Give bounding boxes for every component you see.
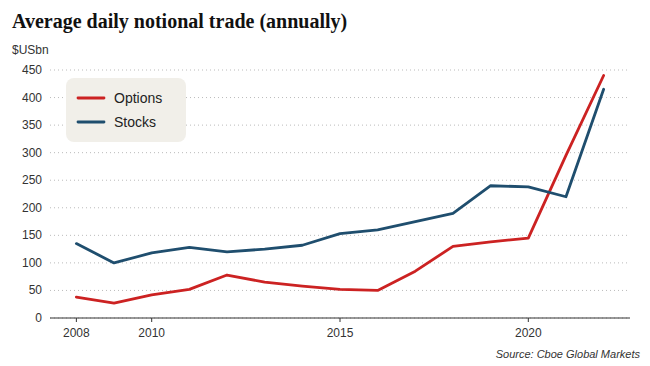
- grid-line: [50, 180, 630, 181]
- x-tick: [528, 318, 529, 322]
- y-tick-label: 50: [29, 283, 43, 297]
- y-tick-label: 450: [22, 63, 42, 77]
- grid-line: [50, 70, 630, 71]
- legend-box: [66, 78, 186, 142]
- x-tick: [151, 318, 152, 322]
- legend-swatch: [78, 121, 104, 124]
- x-tick-label: 2020: [515, 326, 542, 340]
- x-tick-label: 2015: [327, 326, 354, 340]
- grid: [50, 70, 630, 318]
- x-tick-label: 2010: [138, 326, 165, 340]
- chart: Average daily notional trade (annually) $…: [0, 0, 650, 366]
- legend-swatch: [78, 97, 104, 100]
- y-tick-label: 400: [22, 91, 42, 105]
- y-tick-label: 250: [22, 173, 42, 187]
- y-tick-label: 350: [22, 118, 42, 132]
- line-series: [76, 89, 603, 263]
- legend-label: Stocks: [114, 114, 156, 130]
- y-tick-label: 200: [22, 201, 42, 215]
- grid-line: [50, 152, 630, 153]
- grid-line: [50, 262, 630, 263]
- title: Average daily notional trade (annually): [12, 10, 347, 33]
- legend-label: Options: [114, 90, 162, 106]
- y-tick-label: 100: [22, 256, 42, 270]
- x-tick-label: 2008: [63, 326, 90, 340]
- y-axis-label: $USbn: [12, 43, 49, 57]
- x-tick: [340, 318, 341, 322]
- y-tick-label: 0: [35, 311, 42, 325]
- legend: Options Stocks: [66, 78, 186, 142]
- annotation: Source: Cboe Global Markets: [496, 348, 641, 360]
- y-tick-label: 150: [22, 228, 42, 242]
- y-tick-label: 300: [22, 146, 42, 160]
- x-tick: [76, 318, 77, 322]
